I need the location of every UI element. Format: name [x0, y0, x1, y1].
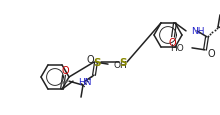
Text: O: O: [61, 66, 69, 75]
Text: O: O: [86, 55, 94, 65]
Text: S: S: [119, 58, 127, 67]
Text: O: O: [207, 48, 215, 58]
Text: NH: NH: [191, 27, 205, 36]
Text: OH: OH: [114, 60, 128, 69]
Text: HO: HO: [170, 44, 184, 53]
Text: S: S: [93, 58, 101, 67]
Text: HN: HN: [78, 77, 92, 86]
Text: O: O: [168, 38, 176, 47]
